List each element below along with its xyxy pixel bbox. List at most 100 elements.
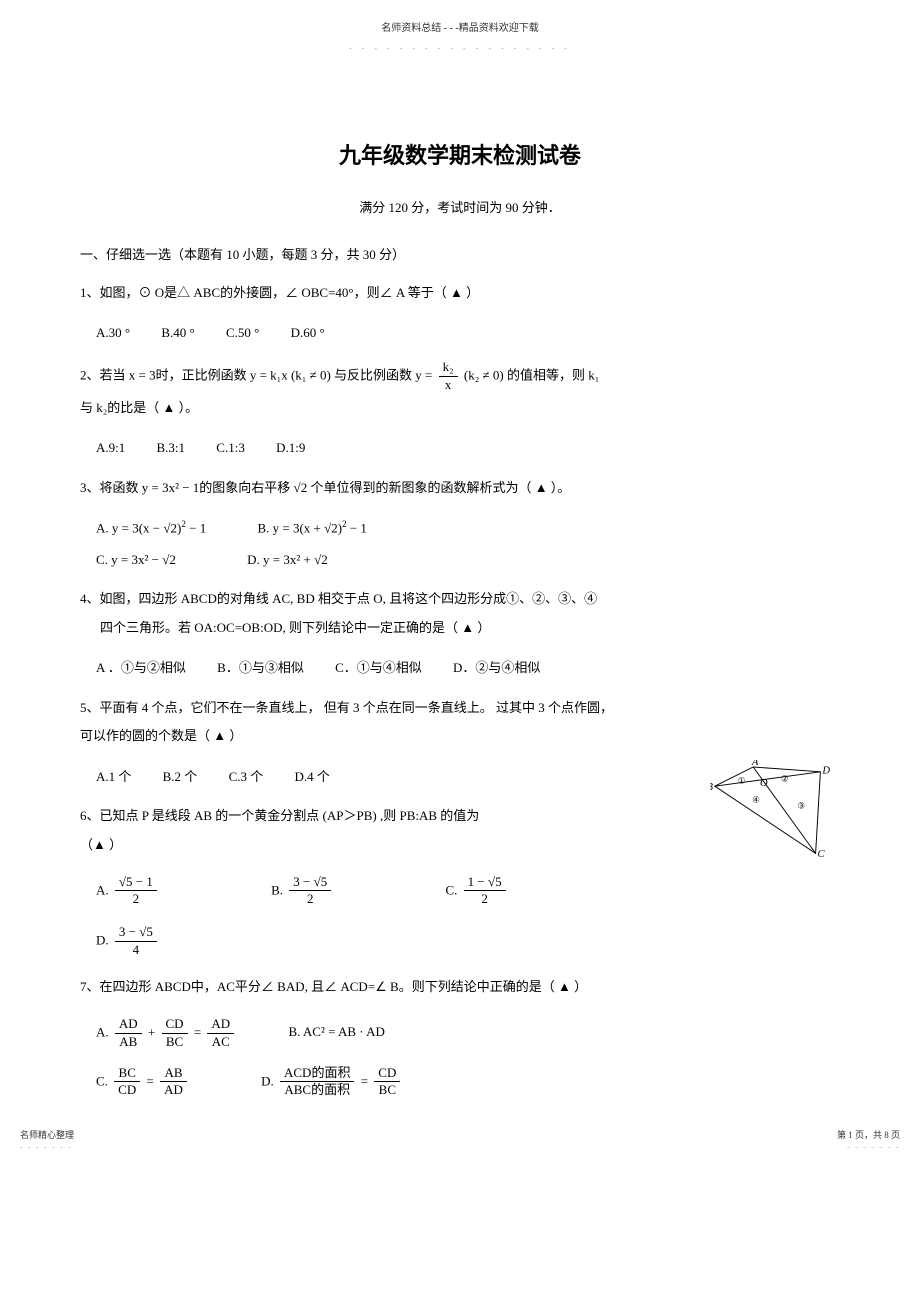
q3-opt-d: D. y = 3x² + √2 (247, 548, 328, 571)
question-5: 5、平面有 4 个点，它们不在一条直线上， 但有 3 个点在同一条直线上。 过其… (80, 694, 840, 751)
q5-line1: 5、平面有 4 个点，它们不在一条直线上， 但有 3 个点在同一条直线上。 过其… (80, 700, 613, 715)
section-header: 一、仔细选一选（本题有 10 小题，每题 3 分，共 30 分） (80, 243, 840, 266)
q7-optd-eq: = (361, 1073, 372, 1088)
q7-opt-b: B. AC² = AB · AD (288, 1020, 384, 1043)
svg-text:B: B (710, 782, 713, 793)
q1-opt-d: D.60 ° (291, 321, 325, 344)
q6-optc-den: 2 (464, 891, 506, 908)
q4-options: A ．①与②相似 B．①与③相似 C．①与④相似 D．②与④相似 (96, 656, 840, 679)
q6-optd-frac: 3 − √5 4 (115, 924, 157, 959)
q2-opt-c: C.1:3 (216, 436, 245, 459)
q7-opta-d2: BC (162, 1034, 188, 1051)
q7-optd-label: D. (261, 1073, 277, 1088)
q3-text: 3、将函数 y = 3x² − 1的图象向右平移 √2 个单位得到的新图象的函数… (80, 480, 570, 495)
q3-optb-pre: B. y = 3(x + √2) (257, 520, 342, 535)
q7-optd-f2: CD BC (374, 1065, 400, 1100)
q2-post: (k₂ ≠ 0) 的值相等，则 k₁ (464, 367, 599, 382)
q7-opta-f1: AD AB (115, 1016, 142, 1051)
q4-opt-b: B．①与③相似 (217, 656, 304, 679)
q6-opt-b: B. 3 − √5 2 (271, 874, 334, 909)
q1-options: A.30 ° B.40 ° C.50 ° D.60 ° (96, 321, 840, 344)
q7-options: A. AD AB + CD BC = AD AC B. AC² = AB · A… (96, 1016, 840, 1100)
q1-opt-b: B.40 ° (161, 321, 194, 344)
q7-opta-n3: AD (207, 1016, 234, 1034)
q7-optc-n2: AB (160, 1065, 187, 1083)
q7-optd-n1: ACD的面积 (280, 1065, 354, 1083)
q7-opt-c: C. BC CD = AB AD (96, 1065, 190, 1100)
q6-optc-num: 1 − √5 (464, 874, 506, 892)
q5-opt-b: B.2 个 (163, 765, 198, 788)
q2-opt-d: D.1:9 (276, 436, 305, 459)
question-1: 1、如图，⊙ O是△ ABC的外接圆，∠ OBC=40°，则∠ A 等于（ ▲ … (80, 279, 840, 308)
footer-dots-right: - - - - - - - (847, 1141, 900, 1154)
q6-opta-den: 2 (115, 891, 157, 908)
q6-optb-num: 3 − √5 (289, 874, 331, 892)
q7-optc-label: C. (96, 1073, 111, 1088)
q6-optc-frac: 1 − √5 2 (464, 874, 506, 909)
q3-opt-a: A. y = 3(x − √2)2 − 1 (96, 516, 206, 540)
q3-opt-b: B. y = 3(x + √2)2 − 1 (257, 516, 366, 540)
q6-line2: （▲ ） (80, 837, 122, 852)
q7-opta-f2: CD BC (162, 1016, 188, 1051)
q7-opta-plus: + (148, 1024, 159, 1039)
q6-opt-a: A. √5 − 1 2 (96, 874, 160, 909)
q7-optd-d1: ABC的面积 (280, 1082, 354, 1099)
q7-opta-n1: AD (115, 1016, 142, 1034)
q7-optc-d1: CD (114, 1082, 140, 1099)
q4-line1: 4、如图，四边形 ABCD的对角线 AC, BD 相交于点 O, 且将这个四边形… (80, 591, 597, 606)
q5-opt-c: C.3 个 (229, 765, 264, 788)
q7-optd-f1: ACD的面积 ABC的面积 (280, 1065, 354, 1100)
q7-opta-f3: AD AC (207, 1016, 234, 1051)
question-6: 6、已知点 P 是线段 AB 的一个黄金分割点 (AP＞PB) ,则 PB:AB… (80, 802, 840, 859)
svg-text:①: ① (738, 775, 746, 785)
q6-options: A. √5 − 1 2 B. 3 − √5 2 C. 1 − √5 2 D. (96, 874, 840, 960)
q6-optb-den: 2 (289, 891, 331, 908)
question-4: 4、如图，四边形 ABCD的对角线 AC, BD 相交于点 O, 且将这个四边形… (80, 585, 840, 642)
q3-options: A. y = 3(x − √2)2 − 1 B. y = 3(x + √2)2 … (96, 516, 840, 571)
question-3: 3、将函数 y = 3x² − 1的图象向右平移 √2 个单位得到的新图象的函数… (80, 474, 840, 503)
svg-text:O: O (760, 778, 768, 789)
q3-opt-c: C. y = 3x² − √2 (96, 548, 176, 571)
page-title: 九年级数学期末检测试卷 (80, 136, 840, 176)
question-2: 2、若当 x = 3时，正比例函数 y = k₁x (k₁ ≠ 0) 与反比例函… (80, 359, 840, 422)
q3-opta-pre: A. y = 3(x − √2) (96, 520, 181, 535)
q7-optc-n1: BC (114, 1065, 140, 1083)
q6-optc-label: C. (446, 882, 461, 897)
q6-optd-num: 3 − √5 (115, 924, 157, 942)
q4-line2: 四个三角形。若 OA:OC=OB:OD, 则下列结论中一定正确的是（ ▲ ） (100, 620, 490, 635)
q2-fraction: k₂ x (439, 359, 458, 394)
q7-opta-n2: CD (162, 1016, 188, 1034)
q6-optd-den: 4 (115, 942, 157, 959)
q6-optd-label: D. (96, 933, 112, 948)
q7-optd-d2: BC (374, 1082, 400, 1099)
q7-optc-f1: BC CD (114, 1065, 140, 1100)
q2-frac-num: k₂ (439, 359, 458, 377)
q2-frac-den: x (439, 377, 458, 394)
q7-opta-d3: AC (207, 1034, 234, 1051)
q2-line2: 与 k₂的比是（ ▲ ）。 (80, 400, 198, 415)
question-7: 7、在四边形 ABCD中，AC平分∠ BAD, 且∠ ACD=∠ B。则下列结论… (80, 973, 840, 1002)
svg-text:D: D (821, 766, 830, 777)
q3-opta-post: − 1 (186, 520, 206, 535)
q7-optd-n2: CD (374, 1065, 400, 1083)
q6-opta-frac: √5 − 1 2 (115, 874, 157, 909)
q1-opt-c: C.50 ° (226, 321, 259, 344)
footer-dots-left: - - - - - - - (20, 1141, 73, 1154)
q6-optb-frac: 3 − √5 2 (289, 874, 331, 909)
q4-opt-a: A ．①与②相似 (96, 656, 186, 679)
q1-text: 1、如图，⊙ O是△ ABC的外接圆，∠ OBC=40°，则∠ A 等于（ ▲ … (80, 285, 479, 300)
page-subtitle: 满分 120 分，考试时间为 90 分钟． (80, 196, 840, 219)
q6-line1: 6、已知点 P 是线段 AB 的一个黄金分割点 (AP＞PB) ,则 PB:AB… (80, 808, 479, 823)
q7-text: 7、在四边形 ABCD中，AC平分∠ BAD, 且∠ ACD=∠ B。则下列结论… (80, 979, 587, 994)
q5-line2: 可以作的圆的个数是（ ▲ ） (80, 728, 242, 743)
q2-opt-a: A.9:1 (96, 436, 125, 459)
q6-optb-label: B. (271, 882, 286, 897)
q6-opta-label: A. (96, 882, 112, 897)
header-dots: - - - - - - - - - - - - - - - - - - (80, 42, 840, 56)
q7-opta-d1: AB (115, 1034, 142, 1051)
header-note: 名师资料总结 - - -精品资料欢迎下载 (80, 20, 840, 38)
q2-opt-b: B.3:1 (157, 436, 186, 459)
q4-opt-d: D．②与④相似 (453, 656, 540, 679)
q7-opt-a: A. AD AB + CD BC = AD AC (96, 1016, 237, 1051)
q7-opta-eq: = (194, 1024, 205, 1039)
